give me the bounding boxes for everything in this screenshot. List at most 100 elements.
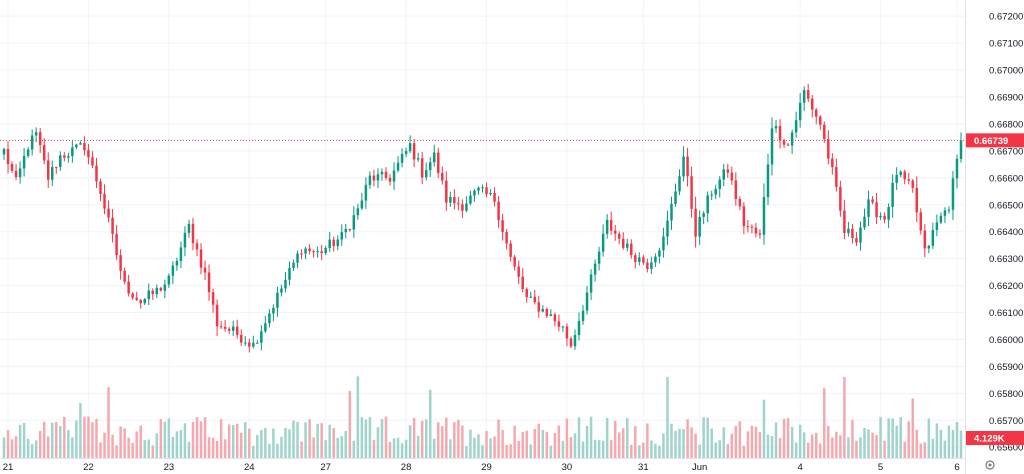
volume-bar (911, 398, 914, 458)
volume-bar (722, 427, 726, 458)
volume-bar (235, 423, 239, 458)
candle (911, 178, 914, 193)
candle (798, 93, 802, 128)
candle (847, 221, 850, 237)
volume-bar (91, 422, 94, 458)
price-tick-label: 0.66000 (989, 335, 1023, 346)
candle (859, 221, 862, 251)
candle (521, 268, 524, 293)
volume-bar (312, 437, 315, 458)
candle (30, 129, 34, 156)
candle (155, 284, 159, 298)
volume-bar (706, 417, 709, 458)
price-tick-label: 0.66100 (989, 308, 1023, 319)
price-axis[interactable]: 0.67200 0.67100 0.67000 0.66900 0.66800 0.667… (989, 12, 1023, 454)
volume-bar (352, 440, 356, 458)
price-tick-label: 0.66800 (989, 119, 1023, 130)
volume-bar (239, 432, 243, 458)
candle (621, 232, 625, 250)
volume-bar (171, 436, 175, 458)
volume-bar (951, 430, 955, 458)
time-tick-label: 5 (878, 462, 883, 473)
volume-bar (630, 444, 633, 458)
candle (119, 249, 122, 280)
candle (195, 239, 199, 257)
volume-bar (686, 419, 689, 458)
candle (843, 199, 846, 240)
volume-bar (288, 429, 291, 458)
volume-bar (107, 387, 110, 458)
candle (517, 260, 520, 285)
price-tick-label: 0.66500 (989, 200, 1023, 211)
candle (754, 222, 758, 238)
candle (380, 168, 384, 181)
candle (666, 210, 669, 245)
candle (461, 199, 464, 218)
volume-bar (227, 424, 231, 458)
settings-gear-icon[interactable] (985, 460, 995, 470)
volume-bar (750, 425, 754, 458)
candle (674, 183, 677, 207)
candle (750, 224, 754, 234)
candle (630, 239, 633, 259)
candle (702, 211, 705, 225)
candle (404, 147, 408, 158)
candle (670, 196, 673, 230)
candle (525, 287, 528, 303)
volume-bar (879, 417, 882, 458)
volume-bar (191, 421, 195, 458)
candle (557, 314, 561, 332)
candle (923, 224, 927, 258)
candle (292, 259, 295, 272)
volume-bar (30, 444, 34, 458)
volume-bar (762, 399, 766, 458)
volume-bar (332, 428, 335, 458)
candle (935, 214, 939, 237)
volume-bar (296, 421, 299, 458)
volume-bar (6, 430, 10, 458)
candle (529, 291, 532, 299)
time-axis[interactable]: 21 22 23 24 27 28 29 30 31 Jun 4 5 6 (3, 462, 960, 473)
volume-bar (252, 445, 255, 458)
volume-bar (726, 444, 730, 458)
volume-bar (746, 431, 750, 458)
volume-bar (79, 402, 82, 458)
volume-bar (292, 420, 295, 458)
volume-bar (718, 440, 721, 458)
candle (453, 189, 456, 210)
candle (368, 171, 372, 189)
volume-bar (927, 418, 931, 458)
volume-bar (135, 431, 138, 458)
candle (738, 196, 742, 211)
candle (26, 147, 30, 158)
volume-bar (798, 424, 802, 458)
volume-bar (537, 423, 541, 458)
candle (312, 249, 315, 258)
volume-bar (248, 428, 251, 458)
volume-bar (565, 418, 569, 458)
volume-bar (304, 422, 307, 458)
volume-bar (437, 422, 440, 458)
candle (931, 222, 935, 249)
candle (714, 184, 717, 200)
volume-bar (199, 421, 203, 458)
volume-bar (461, 425, 464, 458)
volume-bar (899, 417, 902, 458)
volume-bar (557, 425, 561, 458)
candle (489, 189, 492, 196)
candle (903, 169, 906, 185)
volume-bar (533, 428, 537, 458)
candle (851, 223, 854, 244)
volume-bar (871, 432, 874, 458)
candle (593, 259, 597, 282)
candle (951, 171, 955, 220)
volume-bar (493, 436, 496, 458)
volume-bar (734, 426, 738, 458)
candle (364, 177, 368, 210)
volume-bar (340, 436, 344, 458)
volume-bar (328, 424, 331, 458)
price-tick-label: 0.65600 (989, 443, 1023, 454)
candle (75, 143, 78, 150)
volume-bar (505, 444, 508, 458)
